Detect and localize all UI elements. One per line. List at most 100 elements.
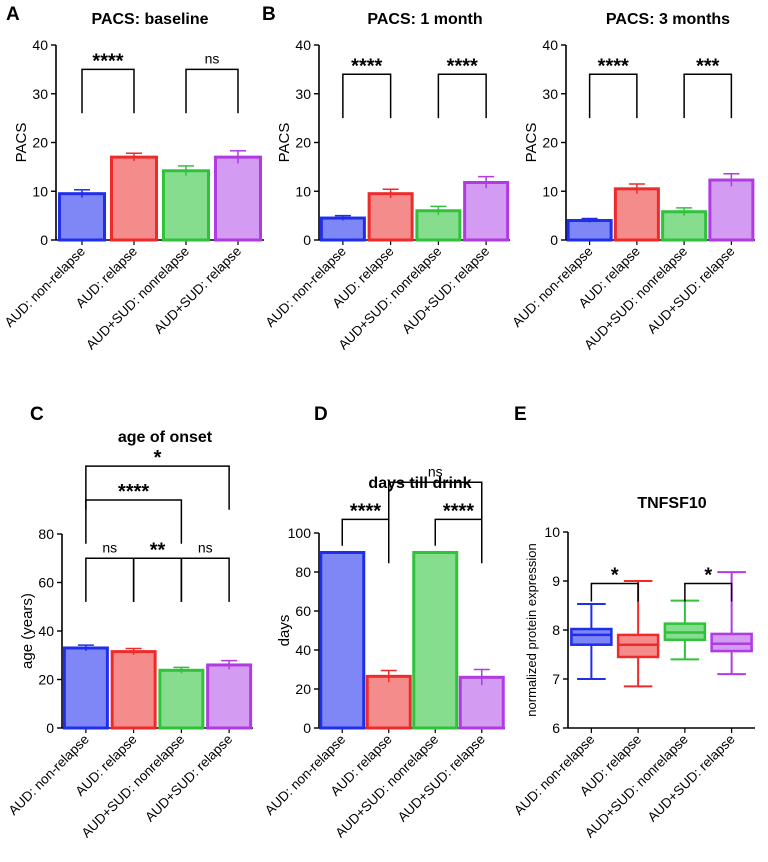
bar-0 (319, 216, 366, 242)
significance-bracket (180, 557, 230, 602)
y-tick-label: 30 (542, 86, 558, 102)
y-tick-label: 80 (38, 526, 54, 542)
significance-label: *** (696, 55, 720, 77)
bar-0 (58, 192, 106, 242)
significance-label: **** (118, 481, 149, 503)
y-tick-label: 10 (544, 524, 560, 540)
y-tick-label: 20 (542, 135, 558, 151)
y-tick-label: 7 (552, 671, 560, 687)
y-tick-label: 0 (46, 720, 54, 736)
bar-3 (463, 180, 510, 242)
y-tick-label: 10 (32, 183, 48, 199)
significance-bracket (85, 557, 135, 602)
bar-2 (158, 668, 205, 730)
chart-title: days till drink (368, 475, 471, 492)
significance-label: * (704, 564, 712, 586)
bar-3 (214, 155, 262, 242)
y-tick-label: 10 (295, 183, 311, 199)
significance-label: * (611, 564, 619, 586)
significance-label: ns (198, 539, 213, 555)
significance-label: **** (598, 55, 629, 77)
significance-label: **** (447, 55, 478, 77)
significance-label: * (154, 447, 162, 469)
y-tick-label: 60 (38, 575, 54, 591)
chart-title: PACS: 1 month (367, 11, 482, 28)
significance-label: ns (102, 539, 117, 555)
panel-letter: E (514, 404, 527, 425)
y-tick-label: 30 (295, 86, 311, 102)
x-tick-label: AUD: non-relapse (6, 732, 92, 818)
y-tick-label: 40 (295, 37, 311, 53)
significance-label: ns (205, 50, 220, 66)
y-tick-label: 20 (295, 135, 311, 151)
x-tick-label: AUD+SUD: relapse (399, 244, 492, 337)
y-axis-label: days (276, 615, 293, 647)
y-tick-label: 40 (295, 642, 311, 658)
bar-1 (613, 187, 660, 242)
significance-label: ** (150, 539, 166, 561)
panel-letter: A (6, 4, 20, 25)
y-tick-label: 100 (288, 525, 312, 541)
panel-letter: B (262, 4, 276, 25)
bar-3 (708, 178, 755, 242)
y-tick-label: 0 (303, 720, 311, 736)
y-tick-label: 0 (550, 232, 558, 248)
y-tick-label: 10 (542, 183, 558, 199)
significance-label: **** (351, 55, 382, 77)
x-tick-label: AUD+SUD: relapse (395, 732, 488, 825)
significance-bracket (588, 73, 638, 119)
significance-bracket (388, 481, 483, 527)
y-tick-label: 60 (295, 603, 311, 619)
bar-1 (110, 650, 157, 730)
chart-title: PACS: 3 months (606, 11, 730, 28)
y-axis-label: PACS (276, 123, 293, 163)
panel-letter: C (30, 404, 44, 425)
x-tick-label: AUD+SUD: relapse (644, 244, 737, 337)
x-tick-label: AUD: non-relapse (263, 244, 349, 330)
bar-1 (367, 192, 414, 242)
bar-3 (206, 663, 253, 730)
significance-label: **** (92, 50, 123, 72)
x-tick-label: AUD+SUD: relapse (151, 244, 244, 337)
x-tick-label: AUD: non-relapse (511, 732, 597, 818)
y-tick-label: 20 (295, 681, 311, 697)
y-tick-label: 30 (32, 86, 48, 102)
significance-bracket (85, 465, 230, 510)
y-axis-label: normalized protein expression (524, 543, 539, 716)
y-tick-label: 0 (40, 232, 48, 248)
y-tick-label: 40 (38, 623, 54, 639)
chart-title: age of onset (118, 429, 213, 446)
y-tick-label: 80 (295, 564, 311, 580)
bar-2 (661, 210, 708, 242)
y-tick-label: 0 (303, 232, 311, 248)
significance-label: ns (428, 463, 443, 479)
significance-bracket (185, 68, 239, 114)
x-tick-label: AUD+SUD: nonrelapse (83, 244, 192, 353)
x-tick-label: AUD+SUD: relapse (645, 732, 738, 825)
y-axis-label: PACS (523, 123, 540, 163)
y-tick-label: 20 (32, 135, 48, 151)
box-0 (570, 627, 613, 646)
significance-label: **** (443, 500, 474, 522)
significance-bracket (590, 582, 639, 602)
y-axis-label: PACS (13, 123, 30, 163)
y-tick-label: 20 (38, 672, 54, 688)
bar-0 (319, 551, 366, 730)
significance-bracket (341, 518, 390, 564)
bar-0 (566, 219, 613, 242)
bar-2 (162, 169, 210, 242)
significance-bracket (437, 73, 487, 119)
x-tick-label: AUD+SUD: relapse (142, 732, 235, 825)
y-tick-label: 40 (32, 37, 48, 53)
x-tick-label: AUD: non-relapse (509, 244, 595, 330)
x-tick-label: AUD: non-relapse (2, 244, 88, 330)
significance-label: **** (350, 500, 381, 522)
significance-bracket (81, 68, 135, 114)
significance-bracket (85, 499, 183, 544)
bar-1 (365, 674, 412, 730)
bar-2 (412, 551, 459, 730)
y-tick-label: 9 (552, 573, 560, 589)
y-tick-label: 6 (552, 720, 560, 736)
significance-bracket (684, 582, 733, 602)
